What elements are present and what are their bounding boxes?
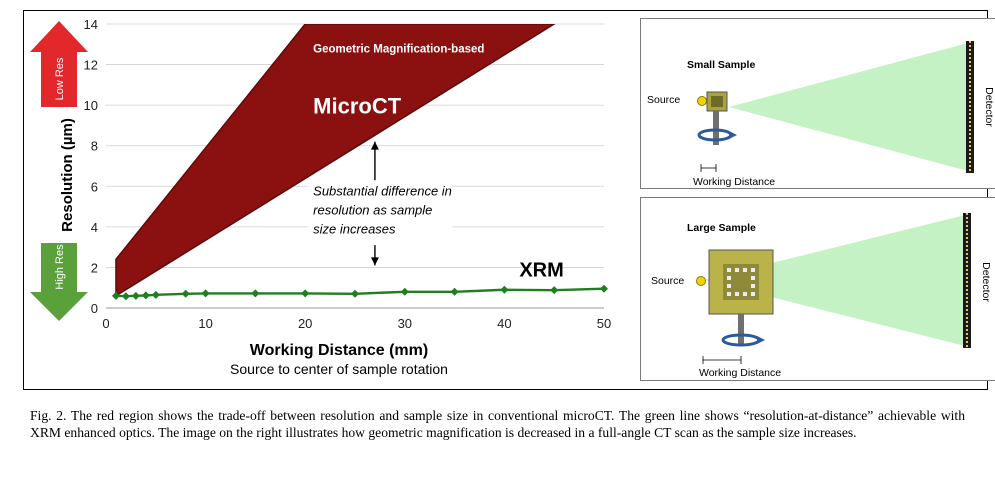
working-distance-label: Working Distance <box>693 176 775 188</box>
annotation-text: size increases <box>313 221 396 236</box>
xrm-point <box>600 284 608 293</box>
xrm-point <box>550 286 559 295</box>
xrm-point <box>141 291 150 300</box>
xrm-point <box>131 291 140 300</box>
resolution-arrows: Low Res High Res <box>30 21 88 321</box>
arrow-down-icon <box>370 257 379 266</box>
detector-label: Detector <box>980 262 992 302</box>
y-tick-label: 2 <box>91 260 98 275</box>
xrm-point <box>111 291 120 300</box>
figure-frame: Low Res High Res Resolution (µm) 0 2 4 6 8 10… <box>23 10 995 390</box>
x-tick-label: 10 <box>198 316 212 331</box>
arrow-up-icon <box>370 141 379 150</box>
microct-region <box>115 24 556 298</box>
large-sample-panel: Large Sample Source Working Distance Det… <box>640 197 995 381</box>
xray-cone <box>729 43 968 171</box>
xray-cone <box>704 215 965 346</box>
x-tick-label: 20 <box>298 316 312 331</box>
annotation-box <box>308 180 453 246</box>
source-icon <box>696 276 706 286</box>
xrm-point <box>121 292 130 301</box>
xrm-point <box>301 289 310 298</box>
annotation-text: Substantial difference in <box>313 183 452 198</box>
xrm-point <box>500 285 509 294</box>
source-label: Source <box>651 275 684 287</box>
region-label: MicroCT <box>313 93 402 118</box>
detector-bar <box>963 213 971 348</box>
rotation-arrowhead-icon <box>757 336 765 344</box>
xrm-point <box>201 289 210 298</box>
region-name-label: Geometric Magnification-based <box>313 43 484 55</box>
xrm-series-label: XRM <box>519 260 563 282</box>
large-sample-diagram: Large Sample Source Working Distance Det… <box>651 213 992 379</box>
x-axis-label: Working Distance (mm) <box>250 342 428 359</box>
source-label: Source <box>647 94 680 106</box>
y-tick-label: 14 <box>84 17 98 32</box>
y-tick-label: 6 <box>91 179 98 194</box>
low-res-arrow-icon <box>30 21 88 107</box>
annotation-text: resolution as sample <box>313 202 432 217</box>
high-res-label: High Res <box>54 244 66 290</box>
xrm-point <box>450 287 459 296</box>
chart: Low Res High Res Resolution (µm) 0 2 4 6 8 10… <box>30 17 611 377</box>
xrm-point <box>400 287 409 296</box>
small-sample-diagram: Small Sample Source Working Distance Det… <box>647 41 995 188</box>
x-tick-label: 30 <box>398 316 412 331</box>
small-sample-panel: Small Sample Source Working Distance Det… <box>640 18 995 189</box>
x-tick-label: 40 <box>497 316 511 331</box>
x-axis-sublabel: Source to center of sample rotation <box>230 361 448 377</box>
y-tick-label: 4 <box>91 220 98 235</box>
xrm-point <box>351 289 359 298</box>
xrm-point <box>181 289 190 298</box>
sample-chip-icon <box>711 96 723 107</box>
x-tick-label: 0 <box>102 316 109 331</box>
large-sample-title: Large Sample <box>687 222 756 234</box>
figure-caption: Fig. 2. The red region shows the trade-o… <box>30 408 965 440</box>
small-sample-title: Small Sample <box>687 59 755 71</box>
y-tick-label: 8 <box>91 139 98 154</box>
chip-pins <box>727 268 755 296</box>
rotation-stage-icon <box>713 111 719 145</box>
xrm-point <box>151 290 160 299</box>
high-res-arrow-icon <box>30 243 88 321</box>
rotation-arrowhead-icon <box>729 131 737 139</box>
x-tick-label: 50 <box>597 316 611 331</box>
rotation-stage-icon <box>738 314 744 346</box>
y-tick-label: 10 <box>84 98 98 113</box>
working-distance-label: Working Distance <box>699 367 781 379</box>
y-tick-label: 12 <box>84 58 98 73</box>
low-res-label: Low Res <box>54 57 66 100</box>
source-icon <box>697 96 707 106</box>
y-tick-label: 0 <box>91 301 98 316</box>
xrm-point <box>251 289 260 298</box>
detector-label: Detector <box>983 87 995 127</box>
y-axis-label: Resolution (µm) <box>59 118 76 232</box>
